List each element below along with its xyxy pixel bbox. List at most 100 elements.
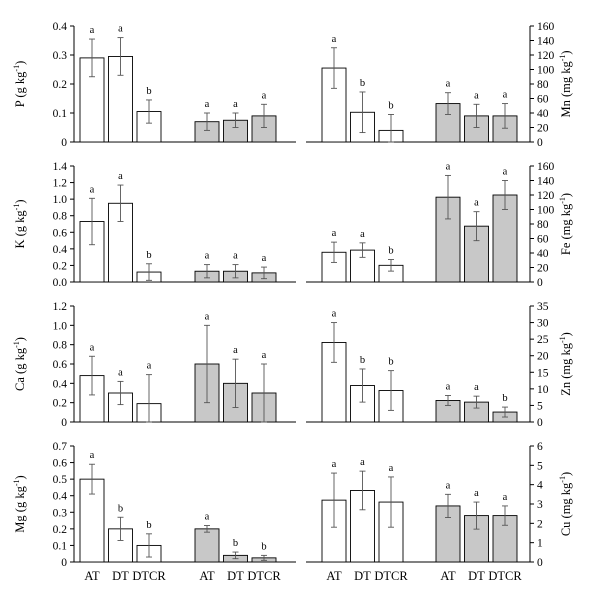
- y-tick-label: 80: [537, 79, 549, 91]
- y-tick-label: 0.5: [53, 474, 68, 486]
- y-tick-label: 1.2: [53, 178, 68, 190]
- significance-letter: b: [261, 541, 266, 552]
- panel-right-1: 0 20 40 60 80 100 120 140 160 Mn (mg kg-1) a b b a a a: [306, 21, 573, 149]
- significance-letter: a: [233, 345, 238, 356]
- significance-letter: a: [118, 24, 123, 35]
- y-tick-label: 35: [537, 301, 549, 313]
- significance-letter: a: [118, 171, 123, 182]
- significance-letter: a: [474, 198, 479, 209]
- significance-letter: a: [233, 99, 238, 110]
- panel-left-2: 0.0 0.2 0.4 0.6 0.8 1.0 1.2 1.4 K (g kg-1) a a b a a a: [12, 161, 296, 289]
- category-label: AT: [326, 569, 342, 583]
- significance-letter: a: [389, 463, 394, 474]
- y-tick-label: 20: [537, 123, 549, 135]
- significance-letter: b: [146, 250, 151, 261]
- y-tick-label: 5: [537, 460, 543, 472]
- y-axis-label-close: ): [559, 472, 573, 476]
- y-axis-label-close: ): [559, 50, 573, 54]
- y-axis-label: K (g kg-1): [12, 199, 27, 248]
- category-label: DT: [354, 569, 371, 583]
- y-tick-label: 2: [537, 518, 543, 530]
- y-tick-label: 80: [537, 219, 549, 231]
- panel-left-4: 0 0.1 0.2 0.3 0.4 0.5 0.6 0.7 Mg (g kg-1) a b b a b b A…: [12, 441, 296, 583]
- significance-letter: a: [262, 350, 267, 361]
- category-label: AT: [84, 569, 100, 583]
- significance-letter: a: [332, 459, 337, 470]
- significance-letter: a: [205, 99, 210, 110]
- significance-letter: a: [332, 228, 337, 239]
- y-tick-label: 30: [537, 318, 549, 330]
- y-axis-label-text: Cu (mg kg: [559, 482, 573, 536]
- y-tick-label: 0.4: [53, 21, 68, 33]
- y-tick-label: 0: [61, 137, 67, 149]
- y-axis-label-superscript: -1: [12, 341, 21, 348]
- y-axis-label: Mn (mg kg-1): [558, 50, 573, 117]
- y-axis-label-superscript: -1: [12, 204, 21, 211]
- y-tick-label: 0.6: [53, 359, 68, 371]
- category-label: DTCR: [488, 569, 522, 583]
- y-tick-label: 0.6: [53, 458, 68, 470]
- y-tick-label: 0.2: [53, 79, 68, 91]
- y-tick-label: 0.4: [53, 491, 68, 503]
- significance-letter: a: [446, 79, 451, 90]
- significance-letter: a: [90, 450, 95, 461]
- y-tick-label: 160: [537, 161, 555, 173]
- significance-letter: a: [205, 251, 210, 262]
- y-axis-label-close: ): [13, 337, 27, 341]
- y-axis-label-superscript: -1: [12, 65, 21, 72]
- y-axis-label-superscript: -1: [558, 197, 567, 204]
- y-tick-label: 0.1: [53, 108, 68, 120]
- y-tick-label: 0.8: [53, 340, 68, 352]
- y-tick-label: 1.0: [53, 194, 68, 206]
- y-axis-label: Cu (mg kg-1): [558, 472, 573, 536]
- panel-left-3: 0 0.2 0.4 0.6 0.8 1.0 1.2 Ca (g kg-1) a a a a a a: [12, 301, 296, 429]
- significance-letter: a: [474, 90, 479, 101]
- significance-letter: b: [118, 503, 123, 514]
- significance-letter: a: [503, 90, 508, 101]
- y-tick-label: 0: [537, 137, 543, 149]
- y-axis-label: Fe (mg kg-1): [558, 193, 573, 255]
- y-axis-label-superscript: -1: [558, 55, 567, 62]
- y-axis-label-superscript: -1: [12, 479, 21, 486]
- y-tick-label: 60: [537, 234, 549, 246]
- y-tick-label: 6: [537, 441, 543, 453]
- significance-letter: a: [360, 457, 365, 468]
- significance-letter: a: [446, 161, 451, 172]
- y-tick-label: 0.8: [53, 211, 68, 223]
- significance-letter: b: [502, 393, 507, 404]
- y-axis-label-text: P (g kg: [13, 71, 27, 107]
- y-tick-label: 40: [537, 108, 549, 120]
- y-tick-label: 25: [537, 334, 549, 346]
- significance-letter: b: [388, 100, 393, 111]
- y-axis-label: P (g kg-1): [12, 61, 27, 108]
- y-tick-label: 140: [537, 176, 555, 188]
- panel-left-1: 0 0.1 0.2 0.3 0.4 P (g kg-1) a a b a a a: [12, 21, 296, 149]
- significance-letter: a: [90, 342, 95, 353]
- y-tick-label: 0.4: [53, 244, 68, 256]
- category-label: DT: [468, 569, 485, 583]
- y-tick-label: 0: [61, 417, 67, 429]
- significance-letter: a: [147, 361, 152, 372]
- y-axis-label-close: ): [13, 199, 27, 203]
- y-tick-label: 0: [537, 277, 543, 289]
- y-axis-label-text: K (g kg: [13, 210, 27, 249]
- significance-letter: a: [332, 34, 337, 45]
- y-axis-label-text: Fe (mg kg: [559, 203, 573, 255]
- y-tick-label: 3: [537, 499, 543, 511]
- y-tick-label: 100: [537, 205, 555, 217]
- significance-letter: b: [233, 538, 238, 549]
- category-label: DTCR: [374, 569, 408, 583]
- y-axis-label-close: ): [559, 193, 573, 197]
- y-axis-label-text: Ca (g kg: [13, 347, 27, 391]
- y-tick-label: 120: [537, 50, 555, 62]
- significance-letter: a: [446, 381, 451, 392]
- y-tick-label: 1.4: [53, 161, 68, 173]
- bar-at: [194, 528, 220, 563]
- y-tick-label: 10: [537, 384, 549, 396]
- y-tick-label: 15: [537, 367, 549, 379]
- y-tick-label: 0.2: [53, 260, 68, 272]
- y-tick-label: 60: [537, 94, 549, 106]
- y-tick-label: 100: [537, 65, 555, 77]
